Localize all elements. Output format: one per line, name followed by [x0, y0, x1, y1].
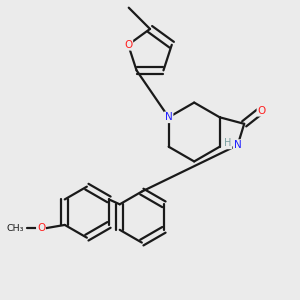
Text: O: O — [257, 106, 266, 116]
Text: O: O — [124, 40, 132, 50]
Text: H: H — [224, 139, 232, 148]
Text: O: O — [37, 223, 45, 233]
Text: N: N — [165, 112, 172, 122]
Text: CH₃: CH₃ — [7, 224, 24, 233]
Text: N: N — [234, 140, 242, 150]
